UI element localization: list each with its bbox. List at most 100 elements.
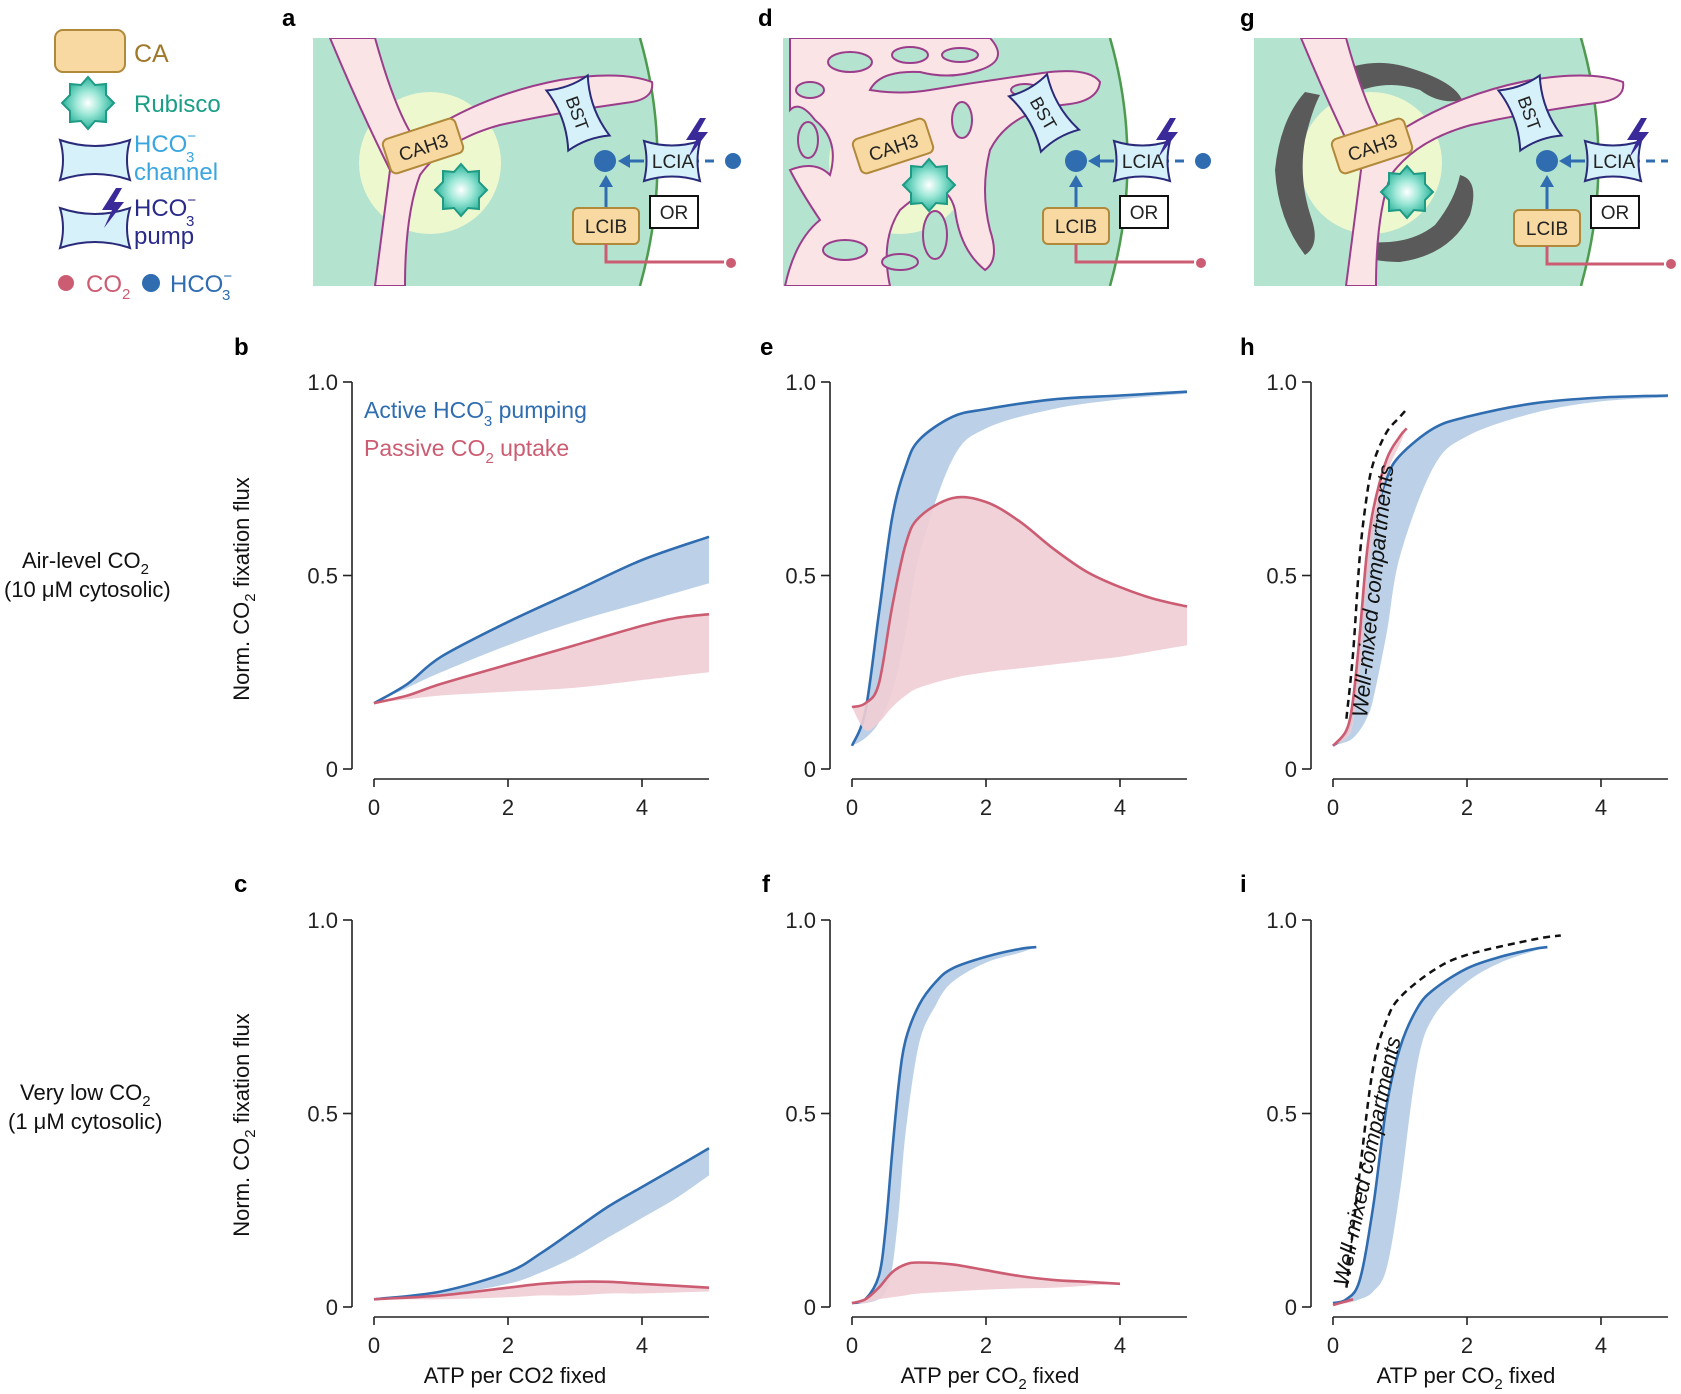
- rubisco-legend-icon: [60, 75, 116, 131]
- panel-label-a: a: [282, 5, 296, 32]
- x-tick-label-f: 2: [980, 1333, 992, 1358]
- active-band-c: [374, 1148, 709, 1300]
- pump-legend-line1: HCO−: [134, 192, 196, 222]
- passive-curve-h: [1332, 427, 1408, 747]
- charts-layer: 0 0.5 1.0 0 2 4 0 0.5 1.0 0 2 4 0 0.5 1.0 0 2 4 0 0.5 1.0 0 2 4…: [307, 370, 1669, 1358]
- passive-curve-b: [373, 612, 710, 705]
- passive-band-e: [852, 497, 1187, 731]
- y-tick-label-c: 0: [326, 1295, 338, 1320]
- lcia-label-g: LCIA: [1593, 152, 1636, 173]
- or-label-a: OR: [660, 203, 689, 224]
- condition-air-line1: Air-level CO2: [22, 548, 149, 578]
- external-co2-a: [726, 258, 736, 268]
- y-axis-title-row2: Norm. CO2 fixation flux: [229, 1013, 259, 1237]
- x-axis-title-c: ATP per CO2 fixed: [424, 1363, 607, 1388]
- channel-legend-line1: HCO−: [134, 128, 196, 158]
- lcia-label-a: LCIA: [652, 152, 695, 173]
- y-axis-title-row1: Norm. CO2 fixation flux: [229, 477, 259, 701]
- panel-label-i: i: [1240, 871, 1247, 898]
- bst-channel-d: [1006, 72, 1082, 154]
- y-tick-label-i: 1.0: [1266, 908, 1297, 933]
- rubisco-icon-a: [433, 162, 489, 218]
- y-tick-label-c: 0.5: [307, 1102, 338, 1127]
- x-tick-label-h: 0: [1327, 795, 1339, 820]
- or-box-g: [1590, 195, 1640, 229]
- x-tick-label-b: 4: [636, 795, 648, 820]
- or-box-d: [1119, 195, 1169, 229]
- panel-label-d: d: [758, 5, 773, 32]
- or-box-a: [649, 195, 699, 229]
- y-tick-label-h: 1.0: [1266, 370, 1297, 395]
- ca-legend-swatch: [54, 29, 126, 73]
- x-tick-label-i: 0: [1327, 1333, 1339, 1358]
- rubisco-legend-label: Rubisco: [134, 91, 221, 118]
- active-curve-i: [1332, 945, 1548, 1305]
- lcia-pump-a: [642, 139, 702, 183]
- y-tick-label-h: 0: [1285, 757, 1297, 782]
- hco3-molecule-a: [594, 150, 616, 172]
- hco3-molecule-d: [1065, 150, 1087, 172]
- lightning-icon-a: [686, 118, 708, 158]
- condition-low-line2: (1 μM cytosolic): [8, 1109, 162, 1134]
- active-band-e: [852, 391, 1187, 746]
- active-band-b: [374, 536, 709, 704]
- lightning-icon-d: [1156, 118, 1178, 158]
- lcia-label-d: LCIA: [1122, 152, 1165, 173]
- y-tick-label-b: 0: [326, 757, 338, 782]
- condition-low-line1: Very low CO2: [20, 1080, 151, 1110]
- x-tick-label-c: 0: [368, 1333, 380, 1358]
- cah3-box-d: [851, 117, 935, 175]
- panel-label-c: c: [234, 871, 247, 898]
- schematic-d-proteins: CAH3 BST LCIA LCIB OR: [851, 72, 1211, 268]
- channel-legend-sub: 3: [186, 149, 194, 166]
- x-tick-label-i: 2: [1461, 1333, 1473, 1358]
- y-tick-label-f: 0.5: [785, 1102, 816, 1127]
- panel-label-g: g: [1240, 5, 1255, 32]
- legend-passive-uptake: Passive CO2 uptake: [364, 435, 569, 467]
- external-co2-d: [1196, 258, 1206, 268]
- bst-channel-a: [544, 73, 612, 153]
- passive-band-b: [374, 614, 709, 704]
- schematic-legend: CA Rubisco HCO− 3 channel HCO− 3 pump CO…: [54, 29, 232, 304]
- y-tick-label-f: 1.0: [785, 908, 816, 933]
- y-tick-label-i: 0.5: [1266, 1102, 1297, 1127]
- active-curve-b: [373, 535, 710, 705]
- hco3-pump-legend-icon: [58, 206, 132, 250]
- bst-channel-g: [1496, 73, 1564, 153]
- x-tick-label-i: 4: [1595, 1333, 1607, 1358]
- lcib-label-g: LCIB: [1526, 219, 1568, 240]
- panel-label-b: b: [234, 334, 249, 361]
- active-band-f: [852, 947, 1037, 1304]
- external-hco3-a: [725, 153, 741, 169]
- x-tick-label-f: 4: [1114, 1333, 1126, 1358]
- passive-curve-f: [851, 1261, 1121, 1305]
- lcib-label-a: LCIB: [585, 217, 627, 238]
- or-label-g: OR: [1601, 203, 1630, 224]
- panel-label-e: e: [760, 334, 773, 361]
- rubisco-icon-d: [901, 157, 957, 213]
- x-axis-title-f: ATP per CO2 fixed: [901, 1363, 1080, 1393]
- rubisco-icon-g: [1379, 164, 1435, 220]
- legend-active-pumping: Active HCO− 3 pumping: [364, 394, 587, 430]
- lightning-icon-g: [1627, 118, 1649, 158]
- x-tick-label-b: 2: [502, 795, 514, 820]
- passive-curve-c: [373, 1280, 710, 1301]
- lcia-pump-g: [1583, 139, 1643, 183]
- hco3-molecule-g: [1536, 150, 1558, 172]
- y-tick-label-c: 1.0: [307, 908, 338, 933]
- x-tick-label-e: 4: [1114, 795, 1126, 820]
- cah3-box-a: [381, 117, 465, 175]
- well-mixed-curve-i: [1345, 934, 1561, 1288]
- y-tick-label-b: 1.0: [307, 370, 338, 395]
- hco3-legend-dot: [142, 274, 160, 292]
- active-curve-e: [850, 390, 1188, 747]
- passive-curve-e: [851, 495, 1188, 709]
- well-mixed-curve-h: [1345, 408, 1408, 719]
- cah3-box-g: [1330, 117, 1414, 175]
- y-tick-label-e: 1.0: [785, 370, 816, 395]
- x-axis-title-i: ATP per CO2 fixed: [1377, 1363, 1556, 1393]
- active-curve-c: [373, 1147, 710, 1301]
- pump-legend-sub: 3: [186, 213, 194, 230]
- active-curve-f: [851, 945, 1037, 1305]
- external-hco3-d: [1195, 153, 1211, 169]
